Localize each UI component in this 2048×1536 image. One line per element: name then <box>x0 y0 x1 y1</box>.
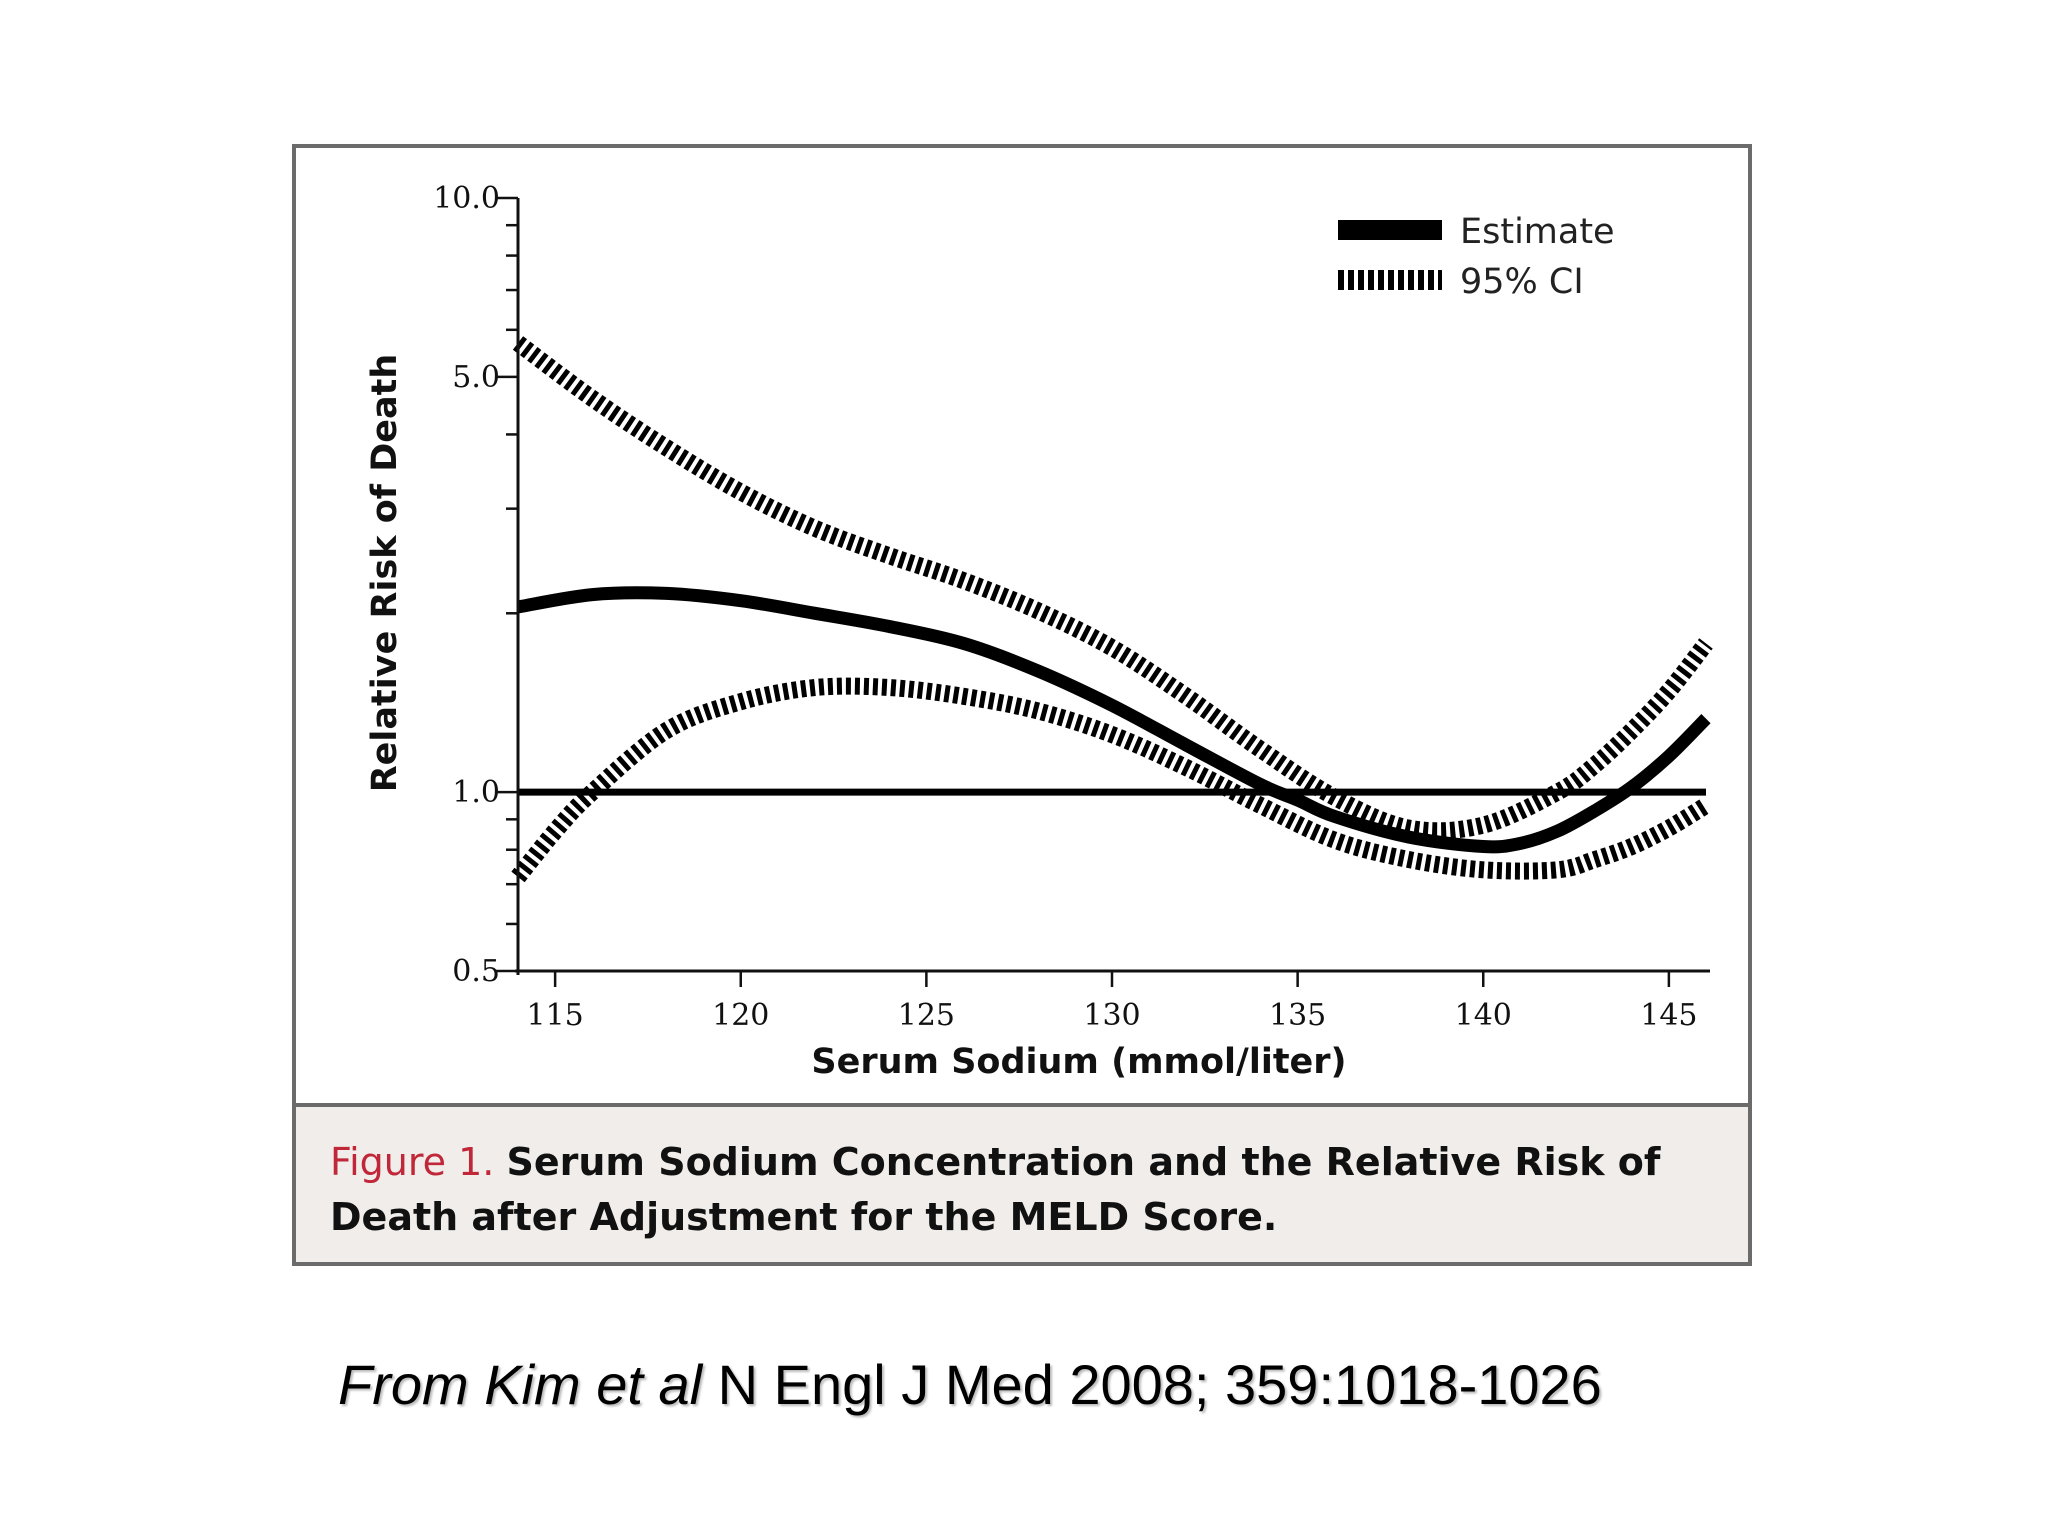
x-tick-label: 125 <box>898 998 955 1033</box>
y-tick-label: 10.0 <box>433 181 500 216</box>
relative-risk-chart: 0.5 1.0 5.0 10.0 115 120 125 130 135 140 145 Estim… <box>365 181 1713 1082</box>
axes-layer: 0.5 1.0 5.0 10.0 115 120 125 130 135 140 145 <box>433 181 1710 1033</box>
x-tick-label: 130 <box>1083 998 1140 1033</box>
y-axis-title: Relative Risk of Death <box>365 354 405 793</box>
curve-layer <box>511 336 1713 883</box>
ci-upper-line <box>512 336 1713 840</box>
y-tick-label: 1.0 <box>452 775 500 810</box>
y-tick-label: 5.0 <box>452 360 500 395</box>
x-tick-label: 115 <box>526 998 583 1033</box>
x-tick-label: 145 <box>1640 998 1697 1033</box>
source-citation: From Kim et al N Engl J Med 2008; 359:10… <box>338 1352 1798 1417</box>
figure-caption-text: Serum Sodium Concentration and the Relat… <box>330 1140 1661 1239</box>
y-tick-label: 0.5 <box>452 954 500 989</box>
source-journal: N Engl J Med 2008; 359:1018-1026 <box>702 1353 1602 1416</box>
legend: Estimate 95% CI <box>1338 212 1615 302</box>
x-tick-label: 120 <box>712 998 769 1033</box>
legend-label-estimate: Estimate <box>1460 212 1615 252</box>
x-axis-title: Serum Sodium (mmol/liter) <box>811 1042 1346 1082</box>
ci-lower-line <box>511 677 1711 883</box>
estimate-line <box>516 586 1711 854</box>
x-tick-label: 140 <box>1455 998 1512 1033</box>
x-tick-label: 135 <box>1269 998 1326 1033</box>
figure-caption-label: Figure 1. <box>330 1140 495 1184</box>
figure-caption: Figure 1. Serum Sodium Concentration and… <box>296 1103 1748 1262</box>
legend-label-ci: 95% CI <box>1460 262 1584 302</box>
figure-frame: 0.5 1.0 5.0 10.0 115 120 125 130 135 140 145 Estim… <box>292 144 1752 1266</box>
source-authors: From Kim et al <box>338 1353 703 1416</box>
